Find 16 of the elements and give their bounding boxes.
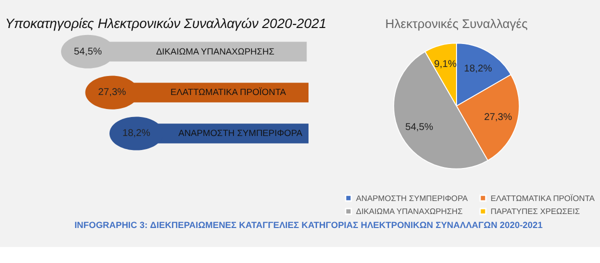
text: Υποκατηγορίες Ηλεκτρονικών Συναλλαγών 2020-2021 xyxy=(5,16,326,31)
data-label: 18,2% xyxy=(122,128,151,140)
legend-label: ΠΑΡΑΤΥΠΕΣ ΧΡΕΩΣΕΙΣ xyxy=(490,207,580,216)
chart-title: Ηλεκτρονικές Συναλλαγές xyxy=(385,16,528,31)
category-label: ΑΝΑΡΜΟΣΤΗ ΣΥΜΠΕΡΙΦΟΡΑ xyxy=(178,128,302,138)
data-label: 18,2% xyxy=(464,63,492,74)
category-label: ΔΙΚΑΙΩΜΑ ΥΠΑΝΑΧΩΡΗΣΗΣ xyxy=(156,46,275,56)
data-label: 27,3% xyxy=(484,112,512,123)
legend-label: ΕΛΑΤΤΩΜΑΤΙΚΑ ΠΡΟΪΟΝΤΑ xyxy=(490,194,596,203)
legend-label: ΔΙΚΑΙΩΜΑ ΥΠΑΝΑΧΩΡΗΣΗΣ xyxy=(356,207,463,216)
legend-label: ΑΝΑΡΜΟΣΤΗ ΣΥΜΠΕΡΙΦΟΡΑ xyxy=(356,194,468,203)
data-label: 54,5% xyxy=(405,122,434,134)
category-label: ΕΛΑΤΤΩΜΑΤΙΚΑ ΠΡΟΪΟΝΤΑ xyxy=(170,87,286,98)
data-label: 27,3% xyxy=(98,87,126,98)
data-label: 54,5% xyxy=(74,46,102,58)
text: INFOGRAPHIC 3: ΔΙΕΚΠΕΡΑΙΩΜΕΝΕΣ ΚΑΤΑΓΓΕΛΙΕΣ ΚΑΤΗΓΟΡΙΑΣ ΗΛΕΚΤΡΟΝΙΚΩΝ ΣΥΝΑΛΛΑΓΩΝ 2020-2021 xyxy=(74,220,543,230)
